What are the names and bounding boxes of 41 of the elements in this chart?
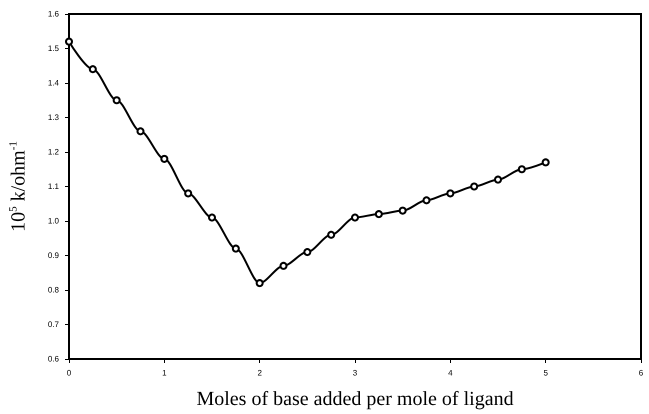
y-tick-label: 1.3: [48, 113, 60, 122]
y-tick-label: 1.6: [48, 10, 60, 18]
y-tick-label: 1.1: [48, 182, 60, 191]
y-tick-label: 1.5: [48, 44, 60, 53]
point: [422, 196, 430, 204]
x-axis-title: Moles of base added per mole of ligand: [196, 388, 514, 410]
point: [232, 244, 240, 253]
point: [256, 279, 264, 288]
x-tick-label: 5: [543, 368, 548, 378]
x-tick-label: 6: [638, 368, 644, 378]
point: [160, 154, 168, 163]
point: [518, 165, 526, 174]
point: [280, 262, 288, 270]
y-tick-label: 1.0: [48, 216, 60, 226]
point: [88, 65, 97, 74]
x-tick-label: 1: [162, 368, 168, 378]
point: [470, 182, 478, 190]
y-tick-label: 1.4: [48, 78, 60, 88]
point: [208, 214, 216, 222]
x-tick-label: 4: [448, 368, 454, 378]
point: [398, 206, 407, 215]
y-tick-label: 0.9: [48, 251, 60, 260]
y-tick-label: 0.8: [48, 286, 60, 294]
point: [494, 176, 502, 184]
x-tick-label: 3: [352, 368, 358, 378]
point: [112, 96, 121, 104]
point: [351, 214, 359, 222]
point: [136, 127, 144, 136]
point: [446, 189, 454, 198]
x-tick-label: 2: [257, 368, 262, 378]
y-axis-title: 105 k/ohm-1: [8, 141, 30, 232]
x-tick-label: 0: [66, 368, 72, 378]
y-tick-label: 0.7: [48, 320, 60, 329]
y-tick-label: 0.6: [48, 354, 60, 364]
point: [65, 38, 73, 46]
y-tick-label: 1.2: [48, 148, 60, 156]
point: [542, 158, 550, 166]
point: [184, 189, 192, 198]
point: [374, 210, 383, 218]
point: [303, 248, 312, 256]
point: [327, 230, 336, 239]
